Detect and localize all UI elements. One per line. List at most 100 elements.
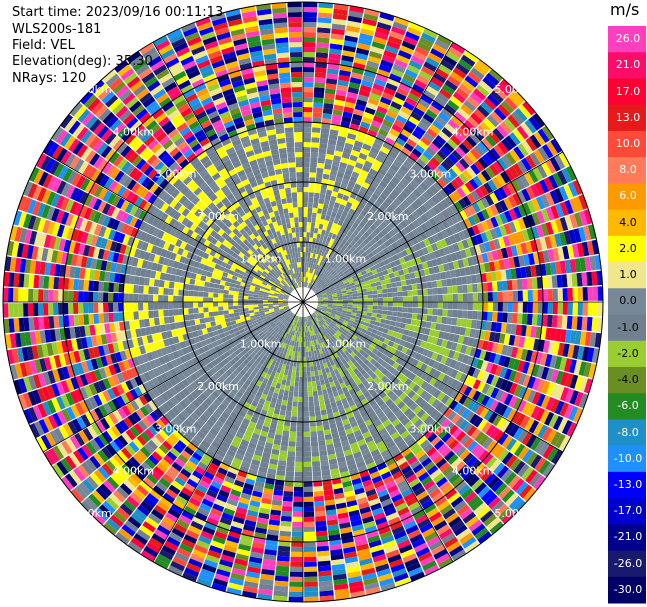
radar-gate bbox=[155, 247, 163, 256]
radar-gate bbox=[258, 299, 263, 302]
radar-gate bbox=[225, 362, 233, 369]
radar-gate bbox=[38, 419, 50, 434]
radar-gate bbox=[263, 447, 272, 454]
radar-gate bbox=[218, 297, 224, 302]
radar-gate bbox=[203, 264, 210, 272]
radar-gate bbox=[68, 452, 81, 467]
radar-gate bbox=[329, 397, 336, 404]
radar-gate bbox=[121, 447, 133, 460]
radar-gate bbox=[508, 382, 518, 395]
radar-gate bbox=[508, 395, 518, 408]
radar-gate bbox=[267, 282, 273, 287]
radar-gate bbox=[242, 487, 253, 496]
radar-gate bbox=[225, 220, 233, 228]
radar-gate bbox=[336, 309, 343, 313]
radar-gate bbox=[379, 466, 390, 476]
radar-gate bbox=[528, 338, 536, 350]
radar-gate bbox=[276, 356, 282, 363]
radar-gate bbox=[320, 379, 325, 386]
radar-gate bbox=[246, 266, 253, 272]
radar-gate bbox=[177, 140, 188, 151]
radar-gate bbox=[455, 445, 467, 457]
radar-gate bbox=[55, 129, 68, 145]
radar-gate bbox=[264, 549, 277, 556]
radar-gate bbox=[390, 393, 399, 402]
radar-gate bbox=[271, 314, 277, 318]
radar-gate bbox=[190, 438, 201, 448]
radar-gate bbox=[274, 226, 280, 232]
radar-gate bbox=[482, 311, 488, 321]
radar-gate bbox=[105, 460, 118, 473]
radar-gate bbox=[220, 184, 229, 193]
radar-gate bbox=[186, 152, 197, 163]
radar-gate bbox=[284, 260, 289, 266]
radar-gate bbox=[350, 351, 356, 358]
radar-gate bbox=[483, 409, 494, 421]
radar-gate bbox=[345, 561, 360, 569]
radar-gate bbox=[323, 323, 328, 328]
radar-gate bbox=[163, 182, 173, 192]
radar-gate bbox=[274, 326, 280, 332]
radar-gate bbox=[279, 330, 284, 336]
radar-gate bbox=[215, 419, 224, 428]
radar-gate bbox=[18, 303, 24, 317]
radar-gate bbox=[189, 74, 203, 84]
radar-gate bbox=[72, 141, 84, 155]
radar-gate bbox=[426, 535, 441, 547]
radar-gate bbox=[381, 535, 395, 545]
radar-gate bbox=[353, 429, 362, 438]
radar-gate bbox=[97, 213, 107, 225]
radar-gate bbox=[577, 302, 583, 316]
radar-gate bbox=[18, 212, 27, 227]
radar-gate bbox=[518, 446, 530, 460]
radar-gate bbox=[228, 224, 236, 232]
radar-gate bbox=[291, 526, 303, 532]
radar-gate bbox=[347, 304, 353, 307]
radar-gate bbox=[373, 325, 380, 331]
radar-gate bbox=[408, 566, 423, 577]
radar-gate bbox=[363, 577, 379, 586]
radar-gate bbox=[251, 279, 258, 285]
radar-gate bbox=[267, 334, 273, 340]
radar-gate bbox=[477, 485, 491, 499]
radar-gate bbox=[133, 488, 146, 501]
radar-gate bbox=[24, 331, 32, 346]
radar-gate bbox=[9, 364, 19, 380]
radar-gate bbox=[293, 361, 297, 367]
radar-gate bbox=[100, 237, 108, 249]
radar-gate bbox=[124, 321, 131, 331]
radar-gate bbox=[227, 129, 238, 138]
radar-gate bbox=[268, 170, 276, 177]
radar-gate bbox=[283, 302, 289, 305]
radar-gate bbox=[293, 273, 297, 279]
radar-gate bbox=[399, 483, 411, 494]
radar-gate bbox=[274, 308, 280, 312]
radar-gate bbox=[143, 223, 152, 233]
radar-gate bbox=[303, 521, 315, 527]
radar-gate bbox=[428, 358, 436, 368]
radar-gate bbox=[136, 434, 147, 446]
radar-gate bbox=[452, 351, 460, 361]
radar-gate bbox=[151, 217, 160, 228]
radar-gate bbox=[261, 326, 267, 332]
radar-gate bbox=[276, 351, 281, 357]
radar-gate bbox=[361, 311, 368, 316]
radar-gate bbox=[74, 216, 84, 230]
radar-gate bbox=[317, 390, 323, 396]
radar-gate bbox=[550, 383, 560, 398]
radar-gate bbox=[186, 428, 196, 438]
radar-gate bbox=[223, 120, 235, 129]
radar-gate bbox=[149, 360, 157, 370]
radar-gate bbox=[200, 155, 210, 165]
radar-gate bbox=[432, 454, 444, 465]
radar-gate bbox=[279, 525, 292, 532]
radar-gate bbox=[232, 220, 240, 228]
radar-gate bbox=[38, 289, 44, 302]
radar-gate bbox=[232, 235, 240, 242]
radar-gate bbox=[264, 322, 270, 327]
radar-gate bbox=[304, 551, 317, 557]
radar-gate bbox=[93, 224, 102, 236]
radar-gate bbox=[253, 384, 260, 392]
radar-gate bbox=[297, 416, 303, 422]
radar-gate bbox=[208, 292, 214, 298]
